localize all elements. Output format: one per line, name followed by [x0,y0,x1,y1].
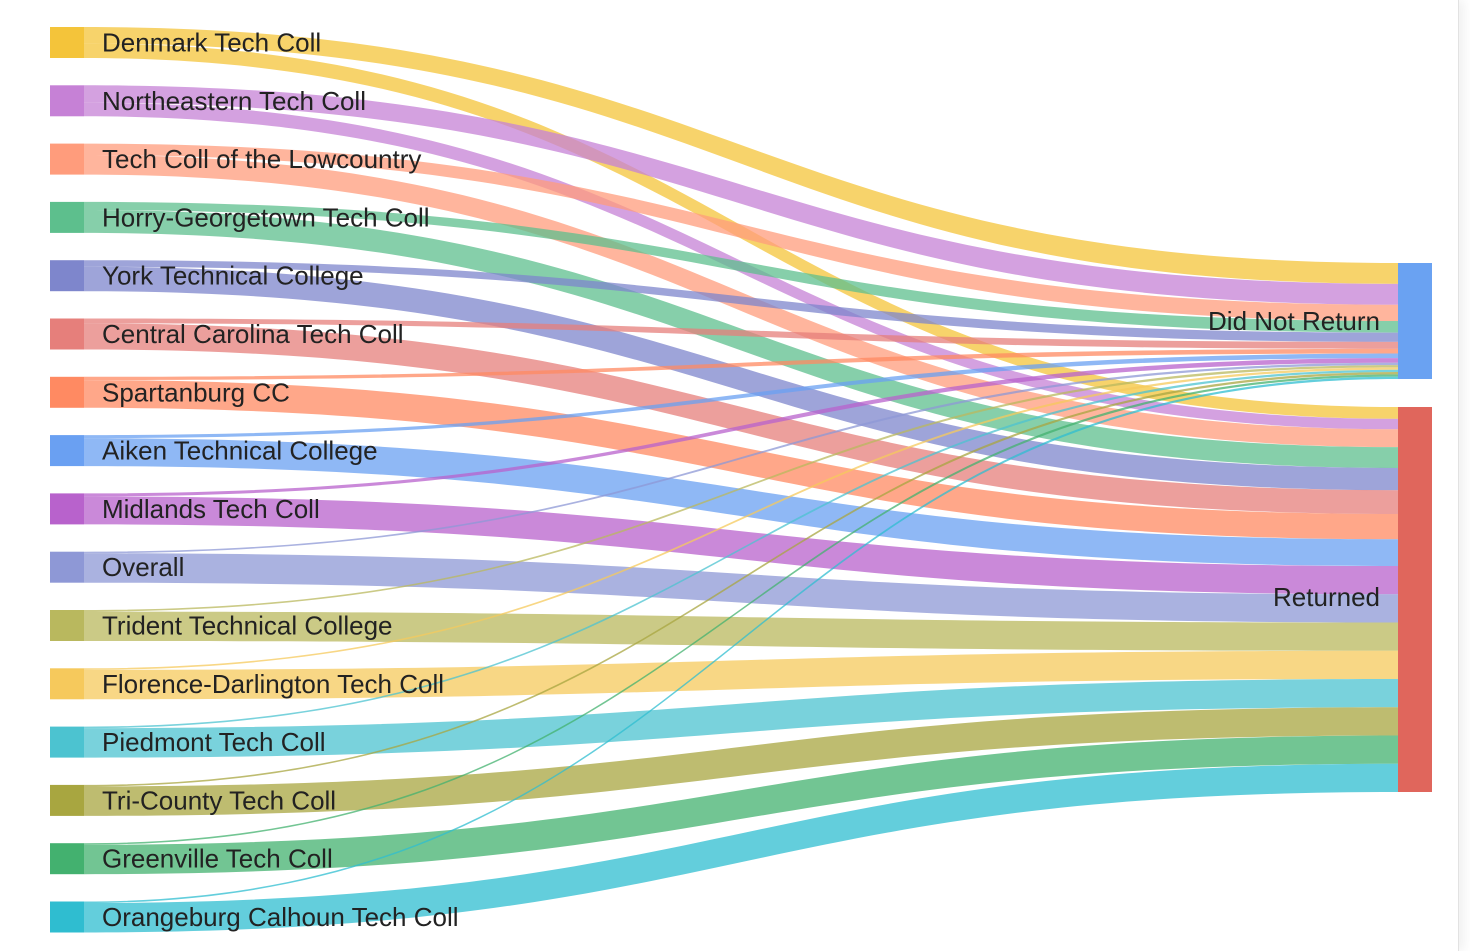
node-northeastern-tech-coll[interactable] [50,85,84,117]
node-aiken-technical-college[interactable] [50,435,84,467]
link-orangeburg-calhoun-tech-coll-returned[interactable] [84,763,1398,933]
label-york-technical-college: York Technical College [102,261,364,291]
node-orangeburg-calhoun-tech-coll[interactable] [50,901,84,933]
link-spartanburg-cc-did-not-return[interactable] [84,348,1398,381]
link-horry-georgetown-tech-coll-did-not-return[interactable] [84,201,1398,333]
link-orangeburg-calhoun-tech-coll-did-not-return[interactable] [84,376,1398,904]
node-greenville-tech-coll[interactable] [50,843,84,875]
link-denmark-tech-coll-did-not-return[interactable] [84,27,1398,284]
link-central-carolina-tech-coll-returned[interactable] [84,323,1398,515]
node-denmark-tech-coll[interactable] [50,27,84,58]
link-tri-county-tech-coll-did-not-return[interactable] [84,372,1398,787]
link-northeastern-tech-coll-did-not-return[interactable] [84,85,1398,305]
label-orangeburg-calhoun-tech-coll: Orangeburg Calhoun Tech Coll [102,902,459,932]
link-york-technical-college-returned[interactable] [84,266,1398,491]
label-greenville-tech-coll: Greenville Tech Coll [102,844,333,874]
label-florence-darlington-tech-coll: Florence-Darlington Tech Coll [102,669,444,699]
label-returned: Returned [1273,582,1380,612]
link-midlands-tech-coll-returned[interactable] [84,496,1398,595]
node-florence-darlington-tech-coll[interactable] [50,668,84,700]
label-trident-technical-college: Trident Technical College [102,611,393,641]
label-aiken-technical-college: Aiken Technical College [102,436,378,466]
link-tech-coll-of-the-lowcountry-did-not-return[interactable] [84,143,1398,321]
node-central-carolina-tech-coll[interactable] [50,318,84,350]
link-aiken-technical-college-returned[interactable] [84,438,1398,567]
node-tri-county-tech-coll[interactable] [50,784,84,816]
link-midlands-tech-coll-did-not-return[interactable] [84,358,1398,497]
node-trident-technical-college[interactable] [50,610,84,641]
node-tech-coll-of-the-lowcountry[interactable] [50,143,84,175]
node-returned[interactable] [1398,407,1432,792]
node-piedmont-tech-coll[interactable] [50,726,84,758]
label-overall: Overall [102,552,184,582]
link-florence-darlington-tech-coll-returned[interactable] [84,650,1398,700]
link-piedmont-tech-coll-did-not-return[interactable] [84,369,1398,729]
node-overall[interactable] [50,551,84,583]
node-midlands-tech-coll[interactable] [50,493,84,525]
label-central-carolina-tech-coll: Central Carolina Tech Coll [102,319,404,349]
link-overall-returned[interactable] [84,553,1398,623]
link-piedmont-tech-coll-returned[interactable] [84,679,1398,758]
label-tech-coll-of-the-lowcountry: Tech Coll of the Lowcountry [102,144,421,174]
label-did-not-return: Did Not Return [1208,306,1380,336]
node-york-technical-college[interactable] [50,260,84,292]
link-york-technical-college-did-not-return[interactable] [84,260,1398,342]
link-florence-darlington-tech-coll-did-not-return[interactable] [84,367,1398,670]
node-spartanburg-cc[interactable] [50,376,84,408]
link-tri-county-tech-coll-returned[interactable] [84,707,1398,816]
label-midlands-tech-coll: Midlands Tech Coll [102,494,320,524]
node-layer [50,27,1432,933]
label-denmark-tech-coll: Denmark Tech Coll [102,28,321,58]
label-northeastern-tech-coll: Northeastern Tech Coll [102,86,366,116]
link-greenville-tech-coll-did-not-return[interactable] [84,374,1398,845]
link-overall-did-not-return[interactable] [84,362,1398,554]
link-greenville-tech-coll-returned[interactable] [84,735,1398,875]
node-horry-georgetown-tech-coll[interactable] [50,201,84,233]
link-layer [84,27,1398,933]
link-aiken-technical-college-did-not-return[interactable] [84,353,1398,439]
label-horry-georgetown-tech-coll: Horry-Georgetown Tech Coll [102,202,430,232]
link-horry-georgetown-tech-coll-returned[interactable] [84,210,1398,468]
label-spartanburg-cc: Spartanburg CC [102,377,290,407]
link-trident-technical-college-returned[interactable] [84,611,1398,651]
link-spartanburg-cc-returned[interactable] [84,380,1398,540]
node-did-not-return[interactable] [1398,263,1432,379]
label-piedmont-tech-coll: Piedmont Tech Coll [102,727,326,757]
label-layer: Denmark Tech Coll Northeastern Tech Coll T… [102,28,1380,933]
label-tri-county-tech-coll: Tri-County Tech Coll [102,785,336,815]
link-trident-technical-college-did-not-return[interactable] [84,365,1398,612]
link-central-carolina-tech-coll-did-not-return[interactable] [84,318,1398,349]
